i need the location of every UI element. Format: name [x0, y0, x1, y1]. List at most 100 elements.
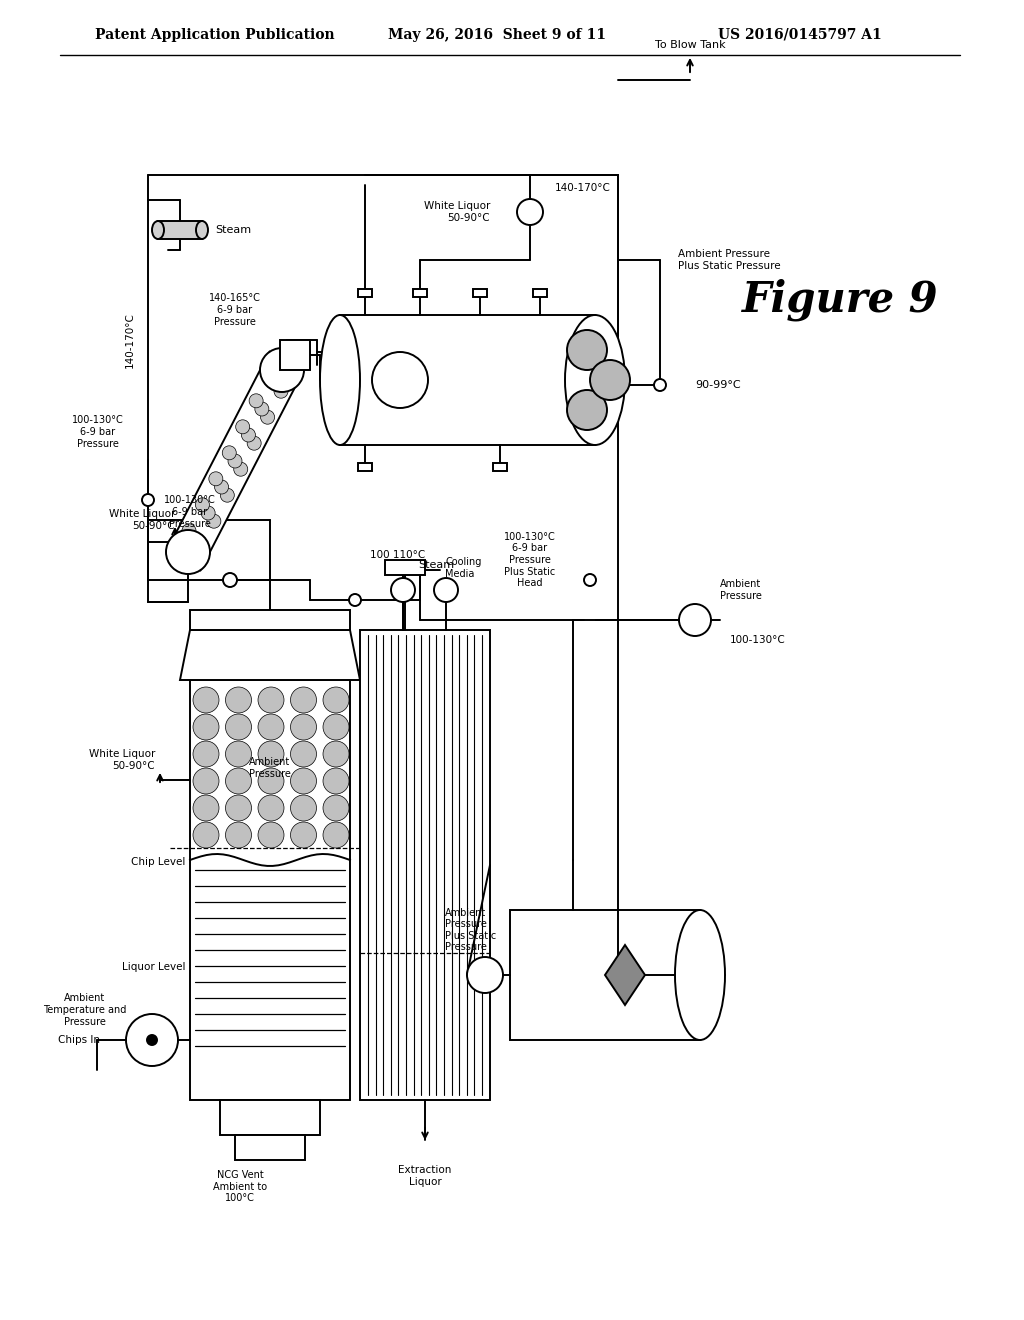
- Text: Figure 9: Figure 9: [741, 279, 938, 321]
- Circle shape: [291, 822, 316, 847]
- Circle shape: [260, 411, 274, 424]
- Text: Cooling
Media: Cooling Media: [445, 557, 481, 578]
- Circle shape: [255, 403, 269, 416]
- Circle shape: [220, 488, 234, 502]
- Circle shape: [567, 389, 607, 430]
- Circle shape: [349, 594, 361, 606]
- Text: 100-130°C
6-9 bar
Pressure: 100-130°C 6-9 bar Pressure: [164, 495, 216, 528]
- Ellipse shape: [565, 315, 625, 445]
- Text: To Blow Tank: To Blow Tank: [654, 40, 725, 50]
- Ellipse shape: [196, 220, 208, 239]
- Circle shape: [201, 506, 215, 520]
- Text: Steam: Steam: [418, 560, 454, 570]
- Bar: [340, 315, 595, 445]
- Bar: [385, 560, 425, 576]
- Circle shape: [291, 714, 316, 741]
- Circle shape: [323, 686, 349, 713]
- Circle shape: [209, 471, 223, 486]
- Circle shape: [584, 574, 596, 586]
- Circle shape: [399, 579, 411, 591]
- Text: 140-165°C
6-9 bar
Pressure: 140-165°C 6-9 bar Pressure: [209, 293, 261, 326]
- Circle shape: [193, 686, 219, 713]
- Text: Chips In: Chips In: [58, 1035, 100, 1045]
- Circle shape: [258, 768, 284, 795]
- Text: 100-130°C
6-9 bar
Pressure
Plus Static
Head: 100-130°C 6-9 bar Pressure Plus Static H…: [504, 532, 556, 589]
- Circle shape: [323, 795, 349, 821]
- Circle shape: [258, 686, 284, 713]
- Bar: [158, 220, 202, 239]
- Bar: [190, 680, 350, 1100]
- Circle shape: [262, 368, 276, 381]
- Circle shape: [323, 741, 349, 767]
- Text: Patent Application Publication: Patent Application Publication: [95, 28, 335, 42]
- Text: Steam: Steam: [215, 224, 251, 235]
- Text: 140-170°C: 140-170°C: [125, 312, 135, 368]
- Bar: [220, 1100, 319, 1135]
- Text: 140-170°C: 140-170°C: [555, 183, 611, 193]
- Circle shape: [323, 714, 349, 741]
- Bar: [358, 463, 372, 471]
- Text: Liquor Level: Liquor Level: [122, 962, 185, 972]
- Circle shape: [258, 741, 284, 767]
- Circle shape: [187, 532, 202, 546]
- Circle shape: [233, 462, 248, 477]
- Circle shape: [291, 768, 316, 795]
- Bar: [190, 610, 350, 630]
- Circle shape: [372, 352, 428, 408]
- Circle shape: [654, 379, 666, 391]
- Circle shape: [225, 714, 252, 741]
- Circle shape: [222, 446, 237, 459]
- Text: 100 110°C: 100 110°C: [370, 550, 425, 560]
- Text: 100-130°C
6-9 bar
Pressure: 100-130°C 6-9 bar Pressure: [72, 416, 124, 449]
- Circle shape: [225, 686, 252, 713]
- Text: White Liquor
50-90°C: White Liquor 50-90°C: [424, 201, 490, 223]
- Circle shape: [193, 741, 219, 767]
- Text: White Liquor
50-90°C: White Liquor 50-90°C: [109, 510, 175, 531]
- Circle shape: [268, 376, 283, 389]
- Circle shape: [147, 1035, 157, 1045]
- Circle shape: [517, 199, 543, 224]
- Circle shape: [291, 795, 316, 821]
- Ellipse shape: [166, 531, 210, 574]
- Circle shape: [225, 795, 252, 821]
- Ellipse shape: [319, 315, 360, 445]
- Circle shape: [567, 330, 607, 370]
- Polygon shape: [175, 352, 295, 570]
- Ellipse shape: [152, 220, 164, 239]
- Circle shape: [249, 393, 263, 408]
- Polygon shape: [605, 945, 645, 1005]
- Circle shape: [196, 498, 209, 512]
- Circle shape: [193, 795, 219, 821]
- Text: Ambient
Temperature and
Pressure: Ambient Temperature and Pressure: [43, 994, 127, 1027]
- Circle shape: [590, 360, 630, 400]
- Circle shape: [291, 741, 316, 767]
- Ellipse shape: [675, 909, 725, 1040]
- Circle shape: [258, 822, 284, 847]
- Circle shape: [247, 436, 261, 450]
- Circle shape: [193, 768, 219, 795]
- Circle shape: [274, 384, 288, 399]
- Circle shape: [215, 480, 228, 494]
- Text: US 2016/0145797 A1: US 2016/0145797 A1: [718, 28, 882, 42]
- Circle shape: [193, 822, 219, 847]
- Circle shape: [225, 822, 252, 847]
- Polygon shape: [180, 630, 360, 680]
- Text: Ambient
Pressure: Ambient Pressure: [249, 758, 291, 779]
- Text: NCG Vent
Ambient to
100°C: NCG Vent Ambient to 100°C: [213, 1170, 267, 1204]
- Bar: [510, 909, 700, 1040]
- Bar: [413, 289, 427, 297]
- Bar: [534, 289, 547, 297]
- Circle shape: [242, 428, 255, 442]
- Circle shape: [323, 822, 349, 847]
- Circle shape: [182, 524, 196, 537]
- Circle shape: [223, 573, 237, 587]
- Bar: [493, 463, 507, 471]
- Circle shape: [467, 957, 503, 993]
- Circle shape: [193, 714, 219, 741]
- Circle shape: [207, 515, 221, 528]
- Circle shape: [291, 686, 316, 713]
- Circle shape: [679, 605, 711, 636]
- Circle shape: [434, 578, 458, 602]
- Text: Ambient
Pressure: Ambient Pressure: [720, 579, 762, 601]
- Circle shape: [194, 540, 208, 554]
